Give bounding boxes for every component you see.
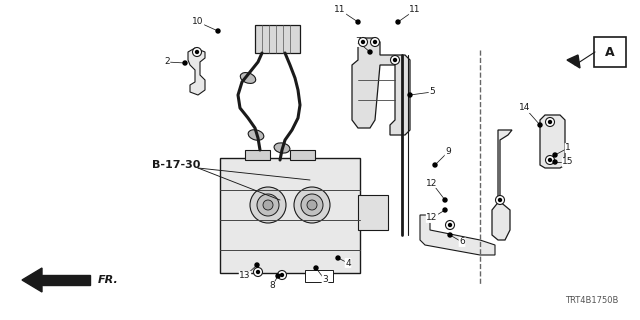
FancyBboxPatch shape xyxy=(220,158,360,273)
Circle shape xyxy=(396,20,400,24)
FancyBboxPatch shape xyxy=(290,150,315,160)
Circle shape xyxy=(548,121,552,124)
Text: 11: 11 xyxy=(409,5,420,14)
Text: 14: 14 xyxy=(519,103,531,113)
Circle shape xyxy=(193,47,202,57)
Text: 6: 6 xyxy=(459,237,465,246)
Text: B-17-30: B-17-30 xyxy=(152,160,200,170)
Text: 9: 9 xyxy=(445,148,451,156)
Text: 4: 4 xyxy=(345,259,351,268)
Polygon shape xyxy=(188,48,205,95)
Circle shape xyxy=(408,93,412,97)
Circle shape xyxy=(263,200,273,210)
Text: 1: 1 xyxy=(565,143,571,153)
Text: 10: 10 xyxy=(192,18,204,27)
FancyBboxPatch shape xyxy=(255,25,300,53)
Text: 13: 13 xyxy=(239,271,251,281)
Circle shape xyxy=(394,59,397,61)
Text: 5: 5 xyxy=(429,87,435,97)
Circle shape xyxy=(495,196,504,204)
FancyBboxPatch shape xyxy=(42,275,90,285)
Circle shape xyxy=(362,41,365,44)
Text: 8: 8 xyxy=(269,282,275,291)
Circle shape xyxy=(545,117,554,126)
Polygon shape xyxy=(540,115,565,168)
Circle shape xyxy=(195,51,198,53)
Circle shape xyxy=(449,223,451,227)
Circle shape xyxy=(358,37,367,46)
Text: 7: 7 xyxy=(355,37,361,46)
Circle shape xyxy=(183,61,187,65)
Circle shape xyxy=(253,268,262,276)
Circle shape xyxy=(553,160,557,164)
Circle shape xyxy=(433,163,437,167)
Circle shape xyxy=(314,266,318,270)
Circle shape xyxy=(499,198,502,202)
Ellipse shape xyxy=(240,73,256,84)
Circle shape xyxy=(250,187,286,223)
Text: 12: 12 xyxy=(426,179,438,188)
Circle shape xyxy=(368,50,372,54)
Circle shape xyxy=(445,220,454,229)
Polygon shape xyxy=(492,130,512,240)
FancyBboxPatch shape xyxy=(594,37,626,67)
Text: TRT4B1750B: TRT4B1750B xyxy=(564,296,618,305)
Circle shape xyxy=(294,187,330,223)
Circle shape xyxy=(216,29,220,33)
Circle shape xyxy=(374,41,376,44)
Circle shape xyxy=(336,256,340,260)
Circle shape xyxy=(276,274,280,278)
Circle shape xyxy=(257,194,279,216)
Circle shape xyxy=(538,123,542,127)
Text: FR.: FR. xyxy=(98,275,119,285)
Polygon shape xyxy=(420,215,495,255)
Circle shape xyxy=(545,156,554,164)
FancyBboxPatch shape xyxy=(245,150,270,160)
Circle shape xyxy=(390,55,399,65)
Circle shape xyxy=(448,233,452,237)
Polygon shape xyxy=(352,38,410,135)
FancyBboxPatch shape xyxy=(305,270,333,282)
Circle shape xyxy=(443,208,447,212)
Text: 11: 11 xyxy=(334,5,346,14)
Text: 12: 12 xyxy=(426,213,438,222)
Circle shape xyxy=(278,270,287,279)
Circle shape xyxy=(307,200,317,210)
Circle shape xyxy=(257,270,259,274)
Text: 15: 15 xyxy=(563,157,573,166)
Ellipse shape xyxy=(274,143,290,153)
Circle shape xyxy=(356,20,360,24)
Circle shape xyxy=(548,158,552,162)
Circle shape xyxy=(280,274,284,276)
Circle shape xyxy=(255,263,259,267)
Text: 2: 2 xyxy=(164,58,170,67)
Text: A: A xyxy=(605,45,615,59)
Polygon shape xyxy=(567,55,580,68)
Circle shape xyxy=(553,153,557,157)
Polygon shape xyxy=(22,268,42,292)
Text: 3: 3 xyxy=(322,276,328,284)
Circle shape xyxy=(443,198,447,202)
Circle shape xyxy=(371,37,380,46)
Circle shape xyxy=(301,194,323,216)
FancyBboxPatch shape xyxy=(358,195,388,230)
Ellipse shape xyxy=(248,130,264,140)
